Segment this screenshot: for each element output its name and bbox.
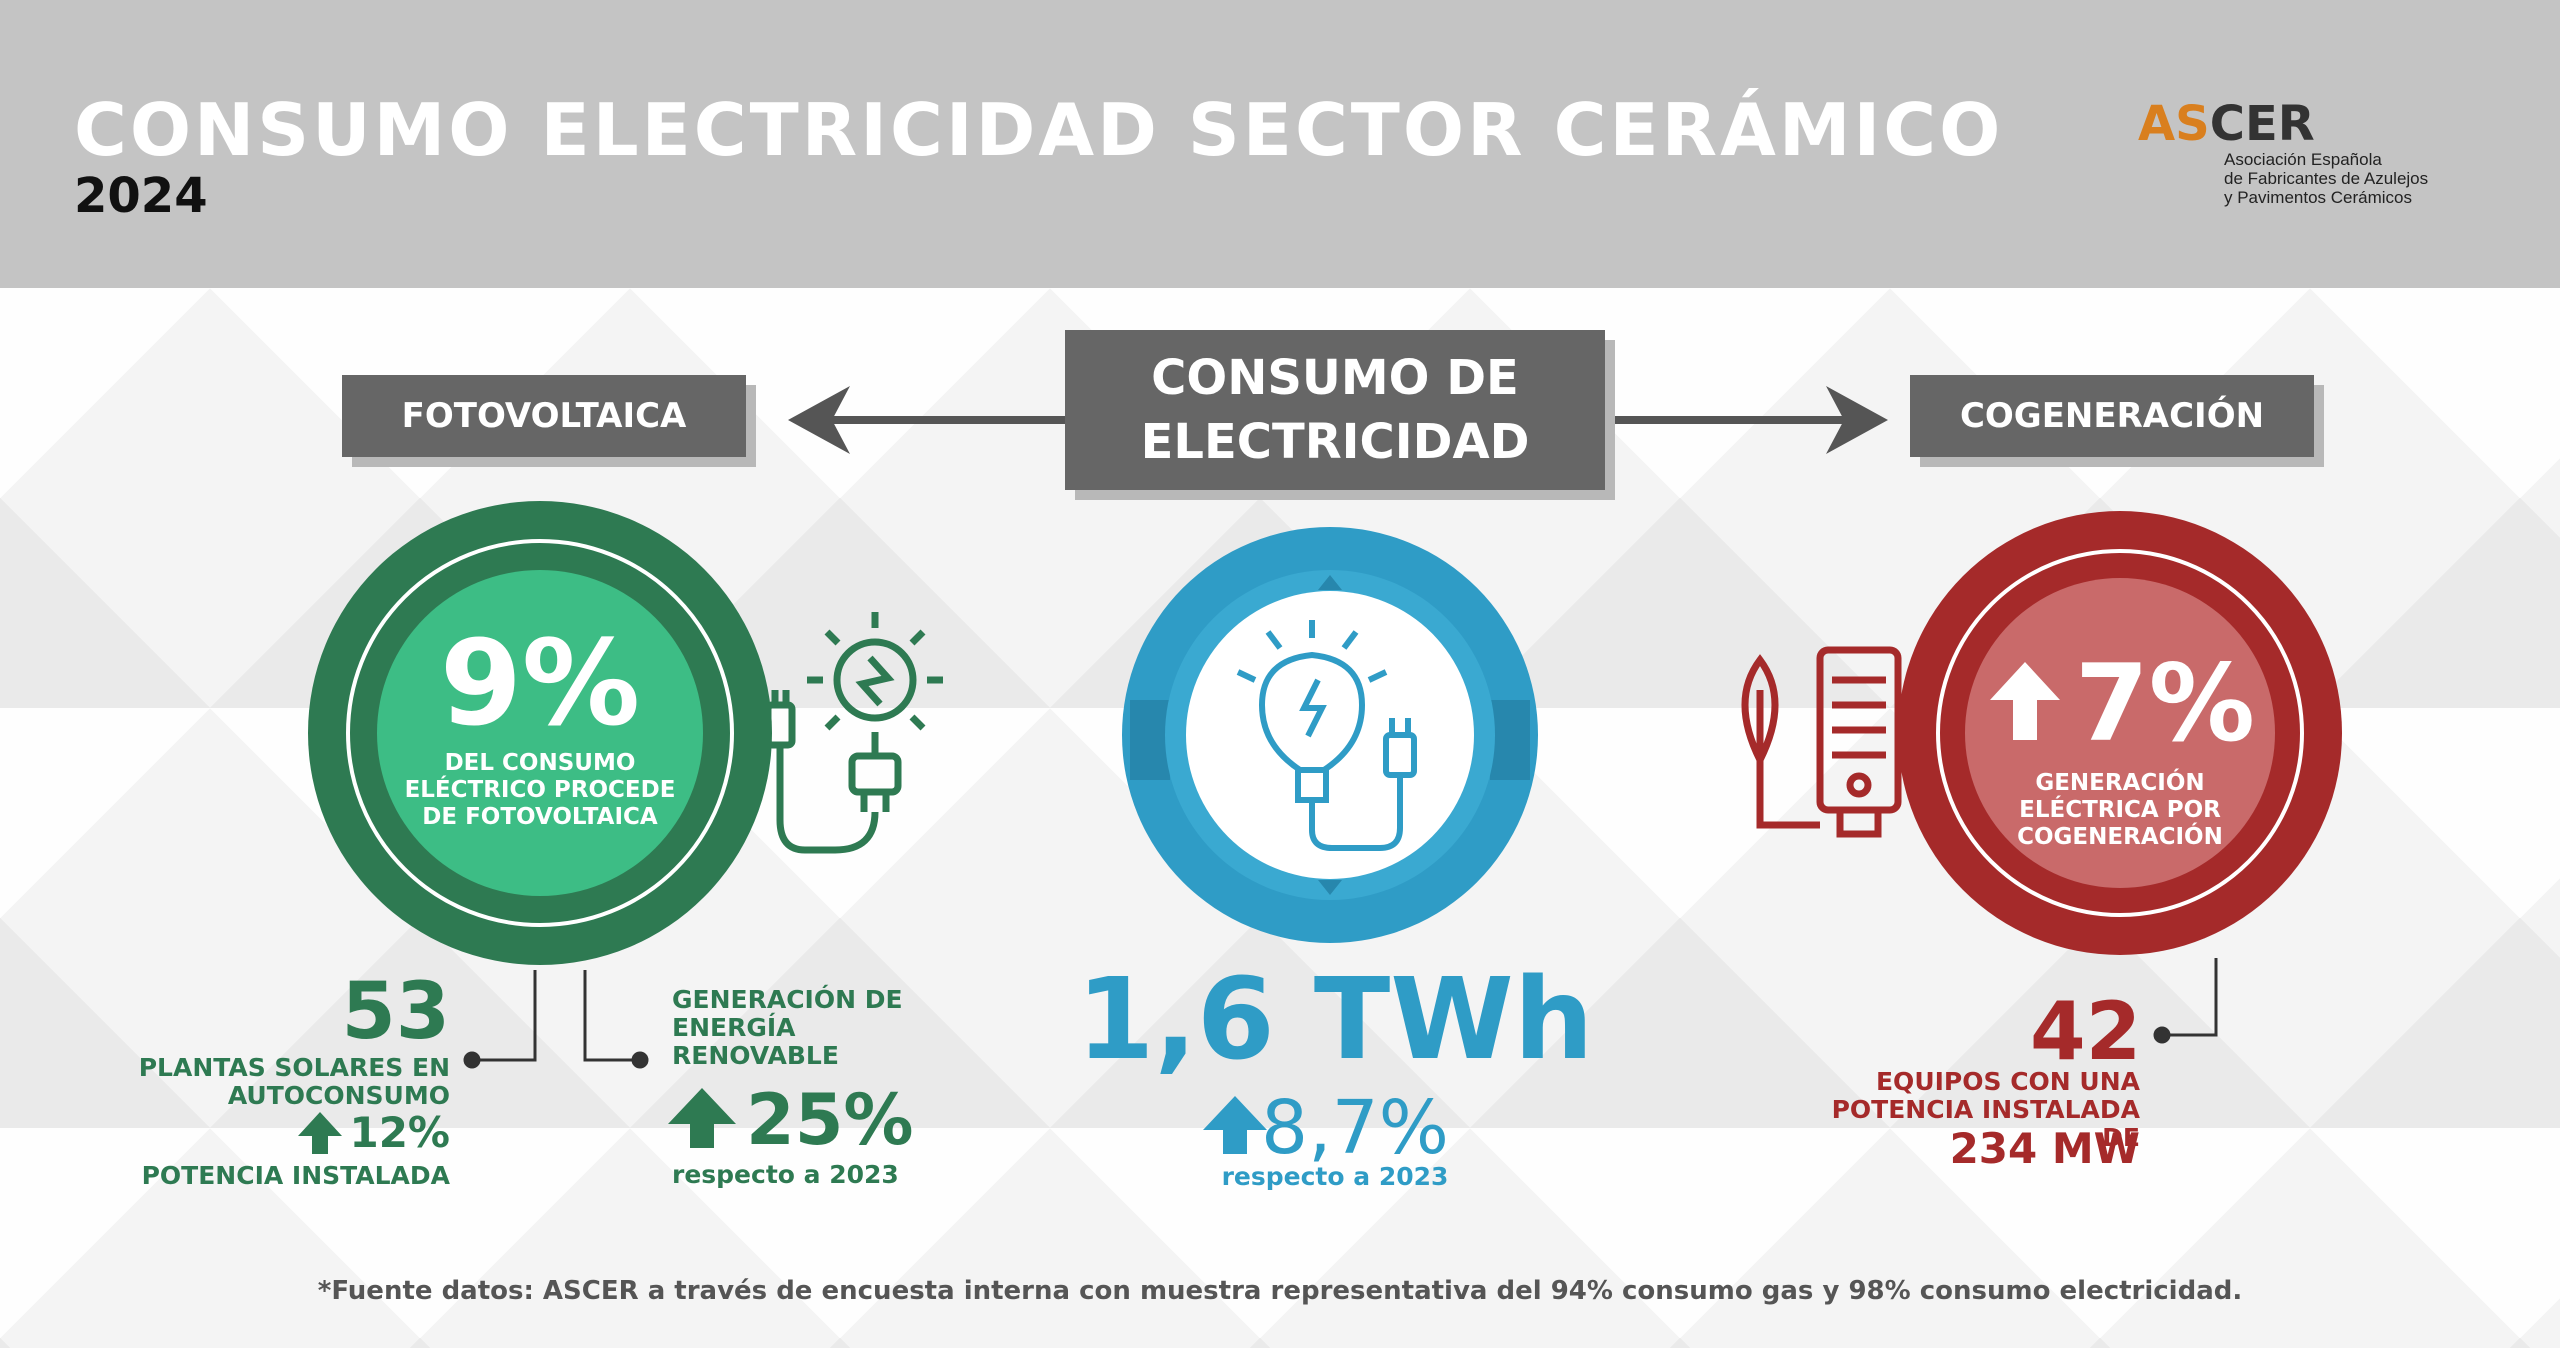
header-banner: CONSUMO ELECTRICIDAD SECTOR CERÁMICO 202…: [0, 0, 2560, 288]
plants-growth: 12%: [349, 1108, 450, 1157]
photovoltaic-description: DEL CONSUMO ELÉCTRICO PROCEDE DE FOTOVOL…: [404, 750, 676, 830]
ascer-logo: ASCER Asociación Española de Fabricantes…: [2138, 98, 2478, 218]
arrow-up-icon-cogeneration: [1990, 662, 2060, 740]
box-consumo-electricidad: CONSUMO DE ELECTRICIDAD: [1065, 330, 1605, 490]
logo-subtitle-1: Asociación Española: [2224, 150, 2382, 169]
arrow-up-icon-plants: [298, 1112, 342, 1154]
solar-plug-icon: [764, 612, 943, 854]
consumption-value: 1,6 TWh: [1076, 955, 1594, 1085]
cogeneration-percent: 7%: [2075, 642, 2255, 765]
arrow-up-icon-consumption: [1203, 1096, 1267, 1154]
box-center-line2: ELECTRICIDAD: [1140, 414, 1530, 470]
generation-value: 25%: [746, 1079, 914, 1161]
consumption-ref: respecto a 2023: [1221, 1162, 1449, 1191]
plants-label: PLANTAS SOLARES EN AUTOCONSUMO: [138, 1053, 450, 1110]
arrow-up-icon-generation: [668, 1088, 736, 1148]
plants-number: 53: [341, 967, 450, 1057]
connector-lines: [463, 958, 2218, 1069]
logo-subtitle-2: de Fabricantes de Azulejos: [2224, 169, 2429, 188]
equipment-label: EQUIPOS CON UNA POTENCIA INSTALADA DE: [1831, 1067, 2140, 1152]
page-title: CONSUMO ELECTRICIDAD SECTOR CERÁMICO: [74, 88, 2004, 172]
generation-ref: respecto a 2023: [672, 1160, 899, 1189]
generation-label: GENERACIÓN DE ENERGÍA RENOVABLE: [672, 985, 903, 1070]
equipment-number: 42: [2030, 985, 2142, 1078]
equipment-power: 234 MW: [1949, 1124, 2140, 1173]
consumption-circle: [1122, 527, 1538, 943]
arrow-left-icon: [788, 386, 1065, 454]
source-footnote: *Fuente datos: ASCER a través de encuest…: [317, 1276, 2243, 1306]
logo-word-cer: CER: [2209, 96, 2315, 152]
logo-word-as: AS: [2138, 96, 2210, 152]
lightbulb-plug-icon: [1236, 620, 1417, 851]
plants-growth-label: POTENCIA INSTALADA: [141, 1161, 450, 1190]
logo-subtitle-3: y Pavimentos Cerámicos: [2224, 188, 2413, 207]
photovoltaic-circle: [308, 501, 772, 965]
cogeneration-description: GENERACIÓN ELÉCTRICA POR COGENERACIÓN: [2017, 770, 2223, 850]
leaf-building-icon: [1741, 646, 1902, 838]
box-cogeneracion: COGENERACIÓN: [1910, 375, 2314, 457]
consumption-growth: 8,7%: [1261, 1085, 1449, 1171]
box-fotovoltaica: FOTOVOLTAICA: [342, 375, 746, 457]
page-year: 2024: [74, 168, 208, 224]
cogeneration-circle: [1898, 511, 2342, 955]
photovoltaic-percent: 9%: [439, 614, 641, 752]
arrow-right-icon: [1605, 386, 1888, 454]
box-center-line1: CONSUMO DE: [1151, 350, 1519, 406]
